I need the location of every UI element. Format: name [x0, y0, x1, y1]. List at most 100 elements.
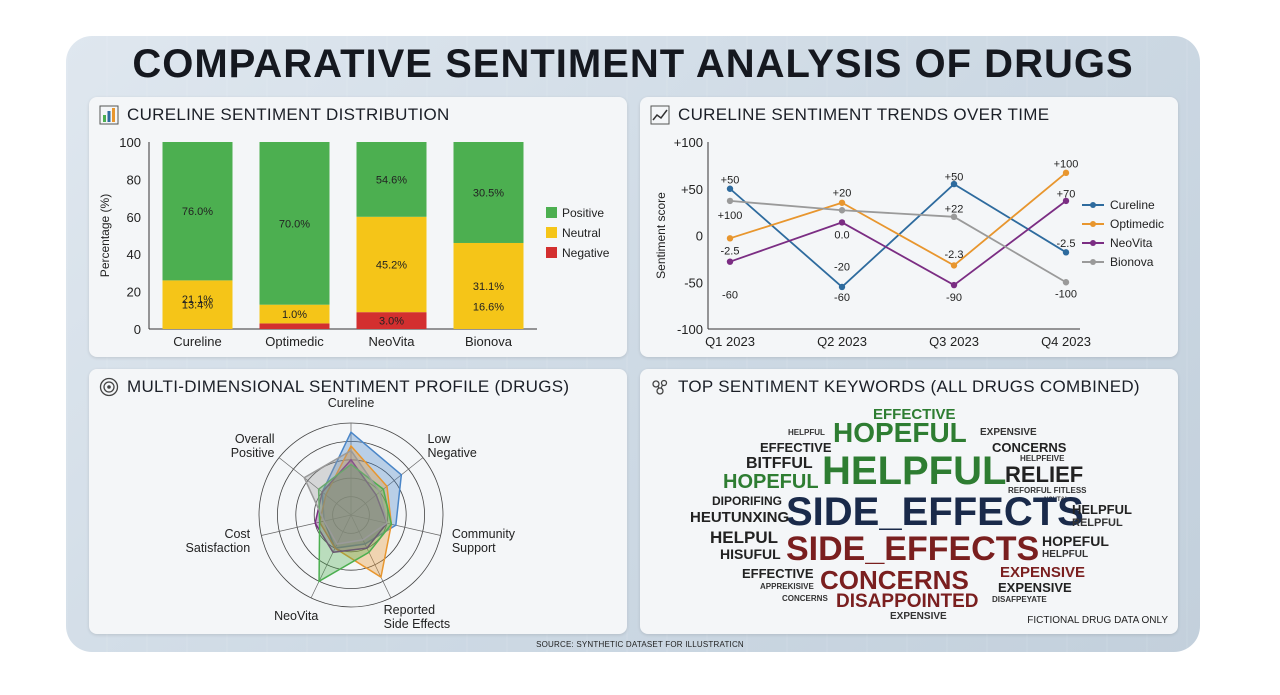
series-point-cureline	[726, 185, 734, 192]
keyword-word: CONCERNS	[820, 565, 969, 595]
line-chart-icon	[650, 105, 670, 125]
stacked-bar-chart: 0 20 40 60 80 100 Percentage (%) 13.4% 76.0% Cure…	[98, 135, 610, 349]
bar-data-label: 1.0%	[282, 309, 307, 321]
data-annotation: +50	[721, 174, 740, 186]
distribution-panel-header: CURELINE SENTIMENT DISTRIBUTION	[99, 105, 450, 125]
keyword-word: NCUT&L	[1044, 497, 1069, 503]
distribution-panel-title: CURELINE SENTIMENT DISTRIBUTION	[127, 105, 450, 124]
keyword-word: HOPEFUL	[723, 471, 819, 493]
bar-segment-neutral	[162, 280, 233, 329]
distribution-panel: CURELINE SENTIMENT DISTRIBUTION 0 20 40 60 8…	[89, 97, 627, 357]
bar-segment-neutral	[356, 216, 427, 313]
disclaimer-text: FICTIONAL DRUG DATA ONLY	[1027, 615, 1168, 626]
keyword-word: REFORFUL FITLESS	[1008, 486, 1087, 495]
legend-swatch-negative	[546, 247, 557, 258]
bar-data-label: 16.6%	[473, 302, 504, 314]
data-annotation: -60	[834, 292, 850, 304]
series-point-neovita	[726, 258, 734, 265]
radar-axis-label: Community Support	[452, 527, 516, 555]
radar-series-bionova	[317, 463, 393, 583]
source-note: SOURCE: SYNTHETIC DATASET FOR ILLUSTRATI…	[536, 640, 744, 649]
radar-panel: MULTI-DIMENSIONAL SENTIMENT PROFILE (DRU…	[89, 369, 627, 634]
series-point-cureline	[1062, 249, 1070, 256]
x-tick-label: Optimedic	[265, 334, 324, 349]
keyword-word: HOPEFUL	[833, 417, 967, 448]
data-annotation: -100	[1055, 288, 1077, 300]
y-tick-label: -100	[677, 322, 703, 337]
keyword-word: HELPFUL	[788, 428, 825, 437]
series-point-neovita	[1062, 197, 1070, 205]
data-annotation: +20	[833, 187, 852, 199]
y-tick-label: 0	[134, 322, 141, 337]
keyword-word: DISAPPOINTED	[836, 591, 979, 612]
bar-data-label: 31.1%	[473, 281, 504, 293]
bar-segment-positive	[356, 142, 427, 217]
data-annotation: -60	[722, 289, 738, 301]
radar-panel-title: MULTI-DIMENSIONAL SENTIMENT PROFILE (DRU…	[127, 377, 570, 396]
data-annotation: +70	[1057, 188, 1076, 200]
series-point-optimedic	[950, 262, 958, 269]
y-tick-label: +100	[674, 135, 703, 150]
keyword-word: BITFFUL	[746, 455, 813, 472]
radar-axis-label: Overall Positive	[231, 432, 275, 460]
x-tick-label: NeoVita	[368, 334, 415, 349]
legend-marker-neovita	[1090, 240, 1096, 246]
legend-label: NeoVita	[1110, 236, 1153, 250]
keyword-word: SIDE_EFFECTS	[786, 490, 1084, 534]
keyword-word: RELPFUL	[1072, 517, 1123, 529]
bar-data-label: 70.0%	[279, 218, 310, 230]
keyword-word: EXPENSIVE	[998, 580, 1072, 595]
legend-label: Optimedic	[1110, 217, 1164, 231]
data-annotation: +100	[718, 210, 743, 222]
radar-axis-label: Cost Satisfaction	[186, 527, 251, 555]
y-tick-label: 100	[119, 135, 141, 150]
keyword-word: EXPENSIVE	[980, 427, 1037, 438]
bar-segment-neutral	[259, 304, 330, 324]
data-annotation: 0.0	[834, 230, 849, 242]
series-point-optimedic	[1062, 169, 1070, 177]
bar-segment-neutral	[453, 242, 524, 329]
x-tick-label: Bionova	[465, 334, 513, 349]
series-point-neovita	[838, 219, 846, 226]
keyword-word: EFFECTIVE	[760, 440, 832, 455]
series-point-cureline	[838, 283, 846, 291]
data-annotation: -2.5	[1057, 238, 1076, 250]
legend-label: Neutral	[562, 226, 601, 240]
data-annotation: -90	[946, 292, 962, 304]
keywords-panel-title: TOP SENTIMENT KEYWORDS (ALL DRUGS COMBIN…	[678, 377, 1140, 396]
series-point-bionova	[838, 207, 846, 214]
keyword-word: HELPFUL	[1042, 549, 1089, 560]
legend-swatch-neutral	[546, 227, 557, 238]
y-tick-label: 0	[696, 229, 703, 244]
keyword-word: HEUTUNXING	[690, 509, 790, 526]
keyword-word: RELIEF	[1005, 462, 1084, 487]
trends-panel-header: CURELINE SENTIMENT TRENDS OVER TIME	[650, 105, 1049, 125]
bar-segment-negative	[259, 323, 330, 329]
radar-axis-label: Low Negative	[428, 432, 477, 460]
keyword-word: CONCERNS	[992, 440, 1067, 455]
data-annotation: -2.3	[945, 249, 964, 261]
data-annotation: +22	[945, 203, 964, 215]
bar-segment-positive	[453, 142, 524, 243]
keyword-word: CONCERNS	[782, 594, 828, 603]
keyword-word: DIPORIFING	[712, 494, 783, 508]
x-tick-label: Cureline	[173, 334, 221, 349]
y-tick-label: 80	[127, 172, 141, 187]
keyword-word: APPREKISIVE	[760, 582, 814, 591]
series-point-neovita	[950, 281, 958, 289]
keyword-word: HELPUL	[710, 528, 778, 547]
series-point-bionova	[1062, 279, 1070, 286]
radar-axis-label: Reported Side Effects	[384, 603, 450, 631]
legend-marker-bionova	[1090, 259, 1096, 265]
series-line-cureline	[729, 182, 1067, 289]
x-tick-label: Q2 2023	[817, 334, 867, 349]
line-chart: -100 -50 0 +50 +100 Sentiment score Q1 2023 Q2 …	[654, 135, 1164, 349]
keyword-word: DISAFPEYATE	[992, 595, 1047, 604]
radar-chart: Cureline Low Negative Community Support Repor…	[186, 396, 516, 631]
data-annotation: -2.5	[721, 245, 740, 257]
keyword-word: HELPFUL	[822, 449, 1007, 493]
keyword-word: HELPFEIVE	[1020, 454, 1065, 463]
x-tick-label: Q3 2023	[929, 334, 979, 349]
keyword-word: SIDE_EFFECTS	[786, 530, 1040, 568]
radar-series-neovita	[314, 458, 388, 554]
